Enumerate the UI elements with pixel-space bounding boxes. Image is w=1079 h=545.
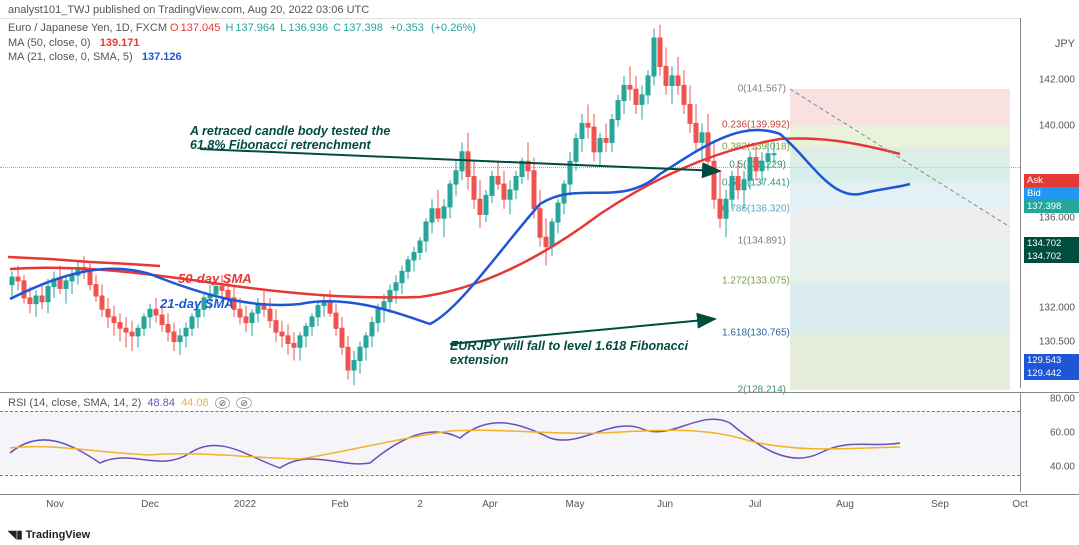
sma50-annotation: 50-day SMA — [178, 271, 252, 286]
rsi-lower-band — [0, 475, 1020, 476]
rsi-eye-icon[interactable]: ⊘ — [236, 397, 252, 409]
rsi-label: RSI (14, close, SMA, 14, 2) — [8, 397, 141, 409]
publish-info: analyst101_TWJ published on TradingView.… — [8, 4, 369, 16]
main-chart[interactable]: 0(141.567)0.236(139.992)0.382(139.018)0.… — [0, 18, 1020, 388]
rsi-y-axis: 80.0060.0040.00 — [1020, 392, 1079, 492]
brand-name: TradingView — [26, 529, 91, 541]
x-axis: NovDec2022Feb2AprMayJunJulAugSepOct — [0, 494, 1079, 520]
rsi-panel[interactable]: RSI (14, close, SMA, 14, 2) 48.84 44.08 … — [0, 392, 1020, 492]
rsi-eye-icon[interactable]: ⊘ — [215, 397, 231, 409]
logo-icon: ◥▮ — [8, 529, 26, 541]
rsi-v1: 48.84 — [147, 397, 175, 409]
y-axis-currency: JPY — [1055, 38, 1075, 50]
rsi-header: RSI (14, close, SMA, 14, 2) 48.84 44.08 … — [8, 397, 252, 409]
tradingview-logo: ◥▮ TradingView — [8, 528, 90, 541]
y-axis: JPY 142.000140.000136.000132.000130.500 … — [1020, 18, 1079, 388]
rsi-v2: 44.08 — [181, 397, 209, 409]
sma21-annotation: 21-day SMA — [160, 296, 234, 311]
rsi-fill — [0, 411, 1020, 474]
note1: A retraced candle body tested the 61.8% … — [190, 124, 390, 152]
note2: EURJPY will fall to level 1.618 Fibonacc… — [450, 339, 688, 367]
